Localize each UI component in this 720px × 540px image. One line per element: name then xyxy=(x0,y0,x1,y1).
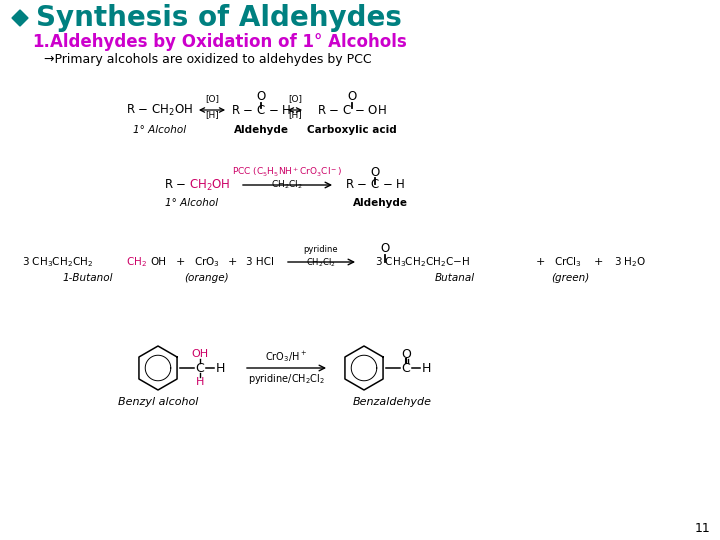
Text: 1° Alcohol: 1° Alcohol xyxy=(166,198,219,208)
Text: O: O xyxy=(347,90,356,103)
Text: 1° Alcohol: 1° Alcohol xyxy=(133,125,186,135)
Text: →Primary alcohols are oxidized to aldehydes by PCC: →Primary alcohols are oxidized to aldehy… xyxy=(44,53,372,66)
Text: CrCl$_3$: CrCl$_3$ xyxy=(554,255,582,269)
Text: 1-Butanol: 1-Butanol xyxy=(63,273,113,283)
Text: [O]: [O] xyxy=(288,94,302,104)
Text: +: + xyxy=(175,257,185,267)
Text: Benzyl alcohol: Benzyl alcohol xyxy=(118,397,198,407)
Text: Aldehyde: Aldehyde xyxy=(233,125,289,135)
Text: 3 CH$_3$CH$_2$CH$_2$: 3 CH$_3$CH$_2$CH$_2$ xyxy=(22,255,93,269)
Text: (orange): (orange) xyxy=(185,273,229,283)
Text: pyridine/CH$_2$Cl$_2$: pyridine/CH$_2$Cl$_2$ xyxy=(248,372,325,386)
Text: +: + xyxy=(228,257,237,267)
Text: CrO$_3$: CrO$_3$ xyxy=(194,255,220,269)
Text: [H]: [H] xyxy=(288,111,302,119)
Text: CH$_2$: CH$_2$ xyxy=(126,255,147,269)
Text: C: C xyxy=(196,361,204,375)
Text: 11: 11 xyxy=(695,522,711,535)
Text: H: H xyxy=(421,361,431,375)
Text: Butanal: Butanal xyxy=(435,273,475,283)
Text: O: O xyxy=(256,90,266,103)
Text: CH$_2$Cl$_2$: CH$_2$Cl$_2$ xyxy=(306,256,336,269)
Text: Benzaldehyde: Benzaldehyde xyxy=(353,397,431,407)
Text: Aldehydes by Oxidation of 1° Alcohols: Aldehydes by Oxidation of 1° Alcohols xyxy=(50,33,407,51)
Text: R $-$: R $-$ xyxy=(163,179,186,192)
Text: H: H xyxy=(196,377,204,387)
Text: R $-$ C $-$ H: R $-$ C $-$ H xyxy=(230,104,292,117)
Text: pyridine: pyridine xyxy=(304,246,338,254)
Text: O: O xyxy=(370,165,379,179)
Text: Synthesis of Aldehydes: Synthesis of Aldehydes xyxy=(36,4,402,32)
Text: CH$_2$OH: CH$_2$OH xyxy=(189,178,231,193)
Text: H: H xyxy=(215,361,225,375)
Text: CH$_2$Cl$_2$: CH$_2$Cl$_2$ xyxy=(271,179,303,191)
Text: 3 HCl: 3 HCl xyxy=(246,257,274,267)
Text: R $-$ C $-$ OH: R $-$ C $-$ OH xyxy=(317,104,387,117)
Text: +: + xyxy=(593,257,603,267)
Text: +: + xyxy=(535,257,545,267)
Text: O: O xyxy=(401,348,411,361)
Text: R $-$ CH$_2$OH: R $-$ CH$_2$OH xyxy=(127,103,194,118)
Text: [H]: [H] xyxy=(205,111,219,119)
Text: 1.: 1. xyxy=(32,33,50,51)
Text: OH: OH xyxy=(192,349,209,359)
Text: Aldehyde: Aldehyde xyxy=(353,198,408,208)
Text: OH: OH xyxy=(150,257,166,267)
Text: 3 H$_2$O: 3 H$_2$O xyxy=(614,255,646,269)
Text: PCC (C$_5$H$_5$NH$^+$CrO$_3$Cl$^-$): PCC (C$_5$H$_5$NH$^+$CrO$_3$Cl$^-$) xyxy=(232,165,342,179)
Text: C: C xyxy=(402,361,410,375)
Text: O: O xyxy=(380,242,390,255)
Text: Carboxylic acid: Carboxylic acid xyxy=(307,125,397,135)
Text: (green): (green) xyxy=(551,273,589,283)
Text: 3 CH$_3$CH$_2$CH$_2$C$-$H: 3 CH$_3$CH$_2$CH$_2$C$-$H xyxy=(375,255,470,269)
Text: R $-$ C $-$ H: R $-$ C $-$ H xyxy=(345,179,405,192)
Text: [O]: [O] xyxy=(205,94,219,104)
Polygon shape xyxy=(12,10,28,26)
Text: CrO$_3$/H$^+$: CrO$_3$/H$^+$ xyxy=(266,349,307,364)
